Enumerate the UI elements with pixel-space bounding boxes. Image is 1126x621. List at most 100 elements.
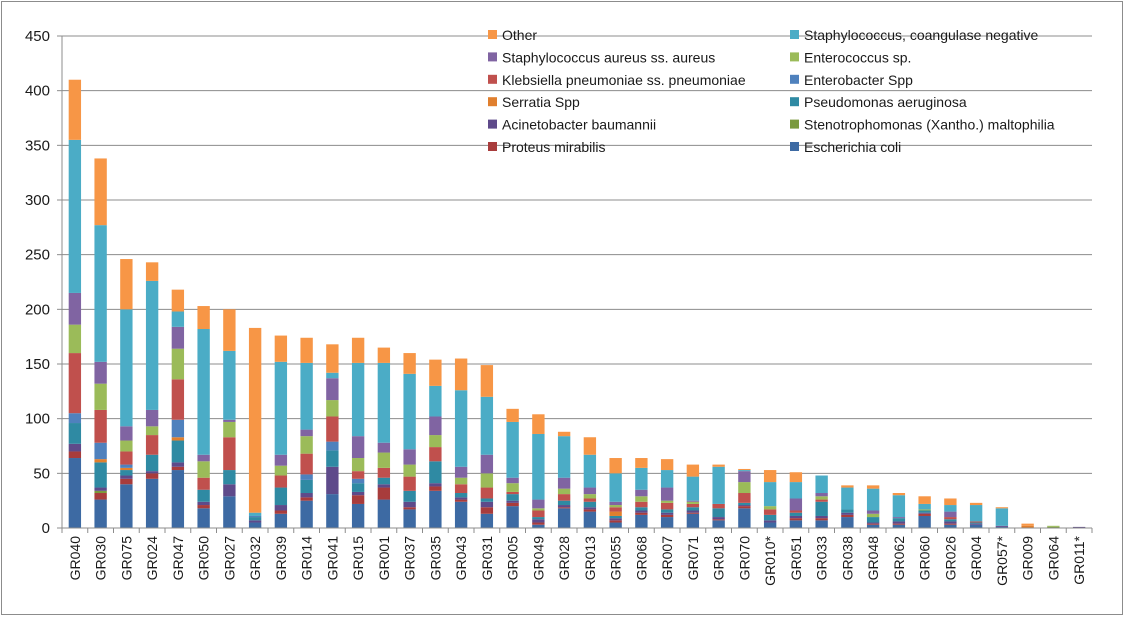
bar-segment-gr051-escherichia-coli [789, 520, 803, 528]
bar-segment-gr041-staphylococcus-coangulase-negative [326, 372, 339, 379]
bar-segment-gr027-acinetobacter-baumannii [223, 484, 236, 497]
bar-segment-gr048-enterococcus-sp [866, 513, 880, 518]
bar-segment-gr037-acinetobacter-baumannii [403, 501, 416, 508]
bar-segment-gr038-pseudomonas-aeruginosa [841, 509, 854, 513]
legend-swatch-klebsiella-pneumoniae-ss-pneumoniae [488, 74, 497, 84]
bar-segment-gr051-proteus-mirabilis [789, 518, 803, 521]
bar-segment-gr030-other [94, 158, 107, 226]
bar-segment-gr033-enterococcus-sp [815, 496, 828, 500]
bar-segment-gr041-acinetobacter-baumannii [326, 466, 339, 495]
x-category-label-gr047: GR047 [170, 536, 186, 581]
bar-segment-gr038-staphylococcus-coangulase-negative [841, 487, 854, 510]
bar-segment-gr068-enterococcus-sp [635, 496, 648, 502]
bar-segment-gr004-pseudomonas-aeruginosa [969, 522, 983, 524]
bar-segment-gr050-proteus-mirabilis [197, 505, 210, 509]
bar-segment-gr033-escherichia-coli [815, 520, 828, 528]
bar-segment-gr055-klebsiella-pneumoniae-ss-pneumoniae [609, 507, 622, 512]
bar-segment-gr038-proteus-mirabilis [841, 514, 854, 518]
bar-segment-gr010-other [763, 470, 777, 483]
bar-segment-gr035-proteus-mirabilis [429, 486, 442, 491]
bar-segment-gr005-escherichia-coli [506, 506, 519, 528]
bar-segment-gr035-klebsiella-pneumoniae-ss-pneumoniae [429, 447, 442, 462]
bar-segment-gr075-klebsiella-pneumoniae-ss-pneumoniae [120, 451, 133, 465]
bar-segment-gr010-klebsiella-pneumoniae-ss-pneumoniae [763, 509, 777, 515]
bar-segment-gr004-acinetobacter-baumannii [969, 523, 983, 525]
legend-label-stenotrophomonas-xantho-maltophilia: Stenotrophomonas (Xantho.) maltophilia [804, 117, 1055, 133]
x-category-label-gr026: GR026 [942, 536, 958, 581]
bar-segment-gr051-staphylococcus-coangulase-negative [789, 482, 803, 499]
bar-segment-gr031-other [480, 365, 494, 397]
bar-segment-gr068-staphylococcus-coangulase-negative [635, 467, 648, 490]
x-category-label-gr038: GR038 [839, 536, 855, 581]
bar-segment-gr015-enterococcus-sp [351, 458, 365, 472]
bars [68, 79, 1086, 528]
legend: Other Staphylococcus, coangulase negative… [488, 27, 1055, 155]
legend-item-acinetobacter-baumannii: Acinetobacter baumannii [488, 117, 656, 133]
bar-segment-gr057-staphylococcus-coangulase-negative [995, 508, 1009, 526]
bar-segment-gr031-escherichia-coli [480, 513, 494, 528]
bar-segment-gr050-staphylococcus-coangulase-negative [197, 329, 210, 455]
bar-segment-gr032-enterobacter-spp [248, 515, 262, 518]
bar-segment-gr028-staphylococcus-coangulase-negative [557, 436, 571, 478]
x-category-label-gr027: GR027 [221, 536, 237, 581]
x-category-label-gr031: GR031 [479, 536, 495, 581]
bar-segment-gr005-staphylococcus-coangulase-negative [506, 421, 519, 478]
bar-segment-gr035-staphylococcus-aureus-ss-aureus [429, 416, 442, 436]
bar-segment-gr031-staphylococcus-coangulase-negative [480, 396, 494, 455]
bar-segment-gr050-staphylococcus-aureus-ss-aureus [197, 454, 210, 462]
legend-item-serratia-spp: Serratia Spp [488, 94, 580, 110]
bar-segment-gr071-staphylococcus-coangulase-negative [686, 476, 700, 501]
bar-segment-gr014-pseudomonas-aeruginosa [300, 479, 313, 494]
bar-segment-gr064-enterococcus-sp [1047, 525, 1060, 527]
bar-segment-gr028-klebsiella-pneumoniae-ss-pneumoniae [557, 494, 571, 501]
bar-segment-gr060-staphylococcus-coangulase-negative [918, 503, 931, 510]
bar-segment-gr070-pseudomonas-aeruginosa [738, 502, 751, 506]
bar-segment-gr007-staphylococcus-aureus-ss-aureus [660, 487, 674, 501]
bar-segment-gr013-staphylococcus-aureus-ss-aureus [583, 487, 597, 495]
bar-segment-gr015-enterobacter-spp [351, 478, 365, 484]
bar-segment-gr040-staphylococcus-aureus-ss-aureus [68, 292, 82, 325]
bar-segment-gr005-proteus-mirabilis [506, 502, 519, 507]
bar-segment-gr068-klebsiella-pneumoniae-ss-pneumoniae [635, 501, 648, 508]
bar-segment-gr015-staphylococcus-aureus-ss-aureus [351, 436, 365, 459]
bar-segment-gr010-acinetobacter-baumannii [763, 520, 777, 523]
bar-segment-gr047-staphylococcus-aureus-ss-aureus [171, 326, 185, 349]
legend-label-staphylococcus-coangulase-negative: Staphylococcus, coangulase negative [804, 27, 1038, 43]
legend-item-klebsiella-pneumoniae-ss-pneumoniae: Klebsiella pneumoniae ss. pneumoniae [488, 72, 746, 88]
bar-segment-gr007-staphylococcus-coangulase-negative [660, 470, 674, 488]
bar-segment-gr010-staphylococcus-coangulase-negative [763, 482, 777, 507]
legend-item-staphylococcus-aureus-ss-aureus: Staphylococcus aureus ss. aureus [488, 49, 715, 65]
bar-segment-gr007-other [660, 459, 674, 471]
legend-item-staphylococcus-coangulase-negative: Staphylococcus, coangulase negative [790, 27, 1038, 43]
bar-segment-gr028-escherichia-coli [557, 508, 571, 528]
bar-segment-gr013-acinetobacter-baumannii [583, 507, 597, 510]
bar-segment-gr027-klebsiella-pneumoniae-ss-pneumoniae [223, 437, 236, 471]
bar-segment-gr043-staphylococcus-aureus-ss-aureus [454, 466, 468, 478]
bar-segment-gr049-staphylococcus-aureus-ss-aureus [532, 499, 545, 509]
bar-segment-gr028-proteus-mirabilis [557, 507, 571, 509]
x-category-label-gr039: GR039 [273, 536, 289, 581]
legend-swatch-enterococcus-sp [790, 52, 799, 62]
x-category-label-gr011: GR011* [1071, 535, 1087, 584]
bar-segment-gr018-other [712, 464, 725, 467]
bar-segment-gr024-proteus-mirabilis [145, 473, 159, 479]
bar-segment-gr013-enterococcus-sp [583, 494, 597, 499]
legend-label-serratia-spp: Serratia Spp [502, 94, 580, 110]
bar-segment-gr057-acinetobacter-baumannii [995, 525, 1009, 527]
bar-segment-gr071-acinetobacter-baumannii [686, 510, 700, 513]
x-category-label-gr007: GR007 [659, 536, 675, 581]
bar-segment-gr004-other [969, 502, 983, 506]
x-category-label-gr030: GR030 [93, 536, 109, 581]
bar-segment-gr060-escherichia-coli [918, 515, 931, 528]
bar-segment-gr007-escherichia-coli [660, 517, 674, 528]
x-category-label-gr001: GR001 [376, 536, 392, 581]
bar-segment-gr043-escherichia-coli [454, 501, 468, 528]
legend-label-escherichia-coli: Escherichia coli [804, 139, 901, 155]
y-tick-label-250: 250 [25, 247, 50, 264]
bar-segment-gr037-enterococcus-sp [403, 464, 416, 477]
bar-segment-gr040-enterococcus-sp [68, 324, 82, 354]
bar-segment-gr024-staphylococcus-aureus-ss-aureus [145, 409, 159, 427]
bar-segment-gr026-klebsiella-pneumoniae-ss-pneumoniae [944, 517, 957, 520]
bar-segment-gr070-klebsiella-pneumoniae-ss-pneumoniae [738, 493, 751, 503]
bar-segment-gr039-pseudomonas-aeruginosa [274, 487, 288, 506]
